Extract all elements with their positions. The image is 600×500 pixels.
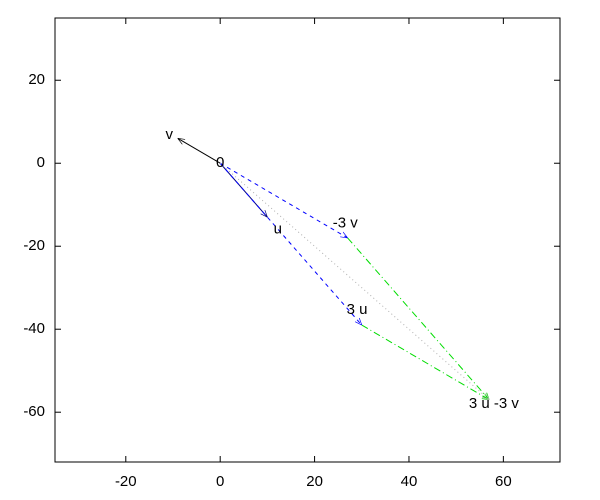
vector-label: 3 u -3 v	[469, 395, 520, 412]
y-tick-label: -40	[23, 320, 45, 337]
y-tick-label: -60	[23, 403, 45, 420]
y-tick-label: 20	[28, 71, 45, 88]
x-tick-label: -20	[115, 473, 137, 490]
vector	[219, 162, 362, 325]
x-tick-label: 0	[216, 473, 224, 490]
y-tick-label: 0	[37, 154, 45, 171]
vector	[178, 138, 221, 164]
vector	[347, 237, 490, 400]
x-tick-label: 40	[401, 473, 418, 490]
vector	[361, 324, 489, 400]
x-tick-label: 20	[306, 473, 323, 490]
vector-label: u	[274, 221, 282, 238]
x-tick-label: 60	[495, 473, 512, 490]
vector-label: 3 u	[347, 301, 368, 318]
vector	[219, 162, 347, 238]
vector-label: -3 v	[333, 214, 359, 231]
y-tick-label: -20	[23, 237, 45, 254]
vector	[219, 162, 489, 400]
vector-label: 0	[216, 154, 224, 171]
vector-label: v	[165, 126, 173, 143]
plot-frame	[54, 17, 561, 463]
